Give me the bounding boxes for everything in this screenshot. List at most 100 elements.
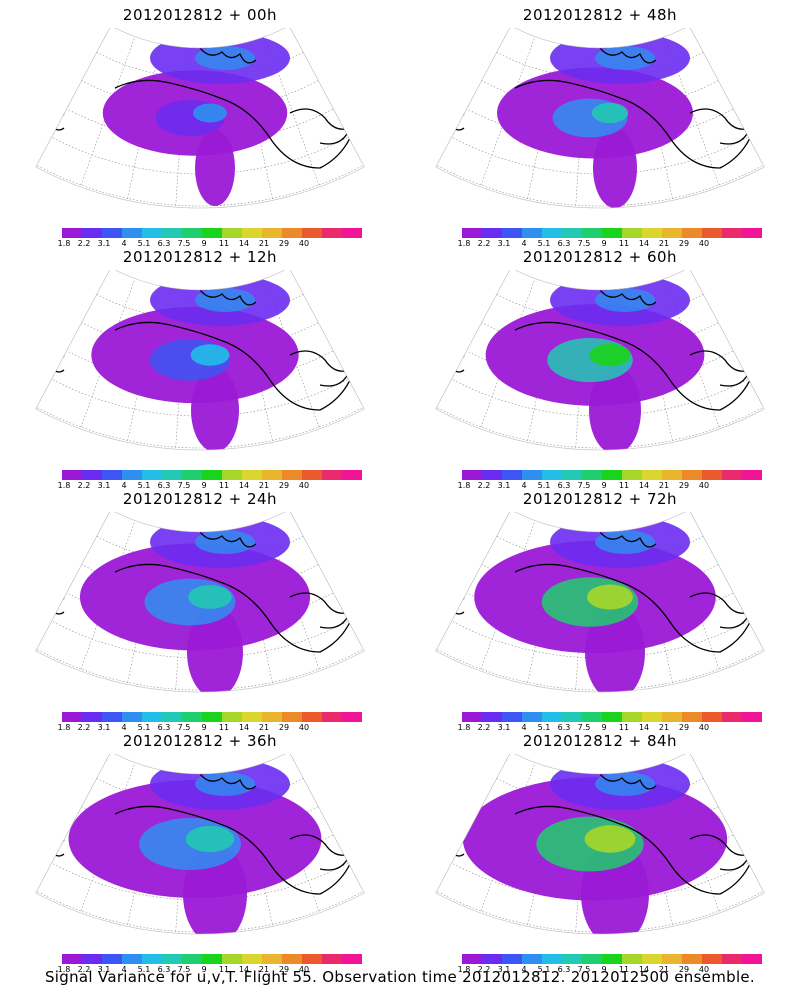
colorbar-tick-label: 14 xyxy=(638,481,650,490)
colorbar-tick-label: 9 xyxy=(601,965,607,974)
colorbar-tick-label: 1.8 xyxy=(457,723,471,732)
colorbar-swatch xyxy=(682,954,702,964)
colorbar-tick-label: 21 xyxy=(258,481,270,490)
colorbar-swatch xyxy=(522,228,542,238)
colorbar-tick-label: 21 xyxy=(658,481,670,490)
colorbar-swatch xyxy=(82,712,102,722)
colorbar-tick-label: 2.2 xyxy=(477,481,491,490)
map-view xyxy=(435,754,765,935)
colorbar-swatch xyxy=(522,712,542,722)
colorbar xyxy=(62,470,362,480)
colorbar-tick-label: 1.8 xyxy=(57,239,71,248)
colorbar-swatch xyxy=(602,228,622,238)
colorbar-swatch xyxy=(342,228,362,238)
map-view xyxy=(35,754,365,935)
colorbar-tick-label: 6.3 xyxy=(557,965,571,974)
colorbar-tick-label: 40 xyxy=(698,481,710,490)
colorbar-swatch xyxy=(682,712,702,722)
colorbar-swatch xyxy=(542,712,562,722)
colorbar-tick-label: 4 xyxy=(521,239,527,248)
colorbar-tick-label: 7.5 xyxy=(577,481,591,490)
colorbar xyxy=(62,228,362,238)
colorbar-tick-label: 4 xyxy=(521,723,527,732)
colorbar-swatch xyxy=(82,470,102,480)
colorbar-swatch xyxy=(162,712,182,722)
colorbar-tick-label: 11 xyxy=(618,965,630,974)
colorbar-swatch xyxy=(222,712,242,722)
colorbar-swatch xyxy=(722,228,742,238)
colorbar-tick-label: 21 xyxy=(658,723,670,732)
colorbar-tick-label: 3.1 xyxy=(497,723,511,732)
colorbar-swatch xyxy=(182,954,202,964)
colorbar-swatch xyxy=(582,228,602,238)
colorbar-tick-label: 7.5 xyxy=(577,965,591,974)
colorbar xyxy=(62,954,362,964)
colorbar-tick-label: 3.1 xyxy=(97,239,111,248)
colorbar-ticks: 1.8 2.2 3.1 4 5.1 6.3 7.5 9 11 14 21 29 40 xyxy=(58,965,362,975)
panel-title: 2012012812 + 00h xyxy=(122,6,278,24)
colorbar-tick-label: 11 xyxy=(618,239,630,248)
colorbar-tick-label: 9 xyxy=(601,481,607,490)
colorbar-swatch xyxy=(742,712,762,722)
colorbar-tick-label: 1.8 xyxy=(57,723,71,732)
colorbar-swatch xyxy=(102,954,122,964)
colorbar-ticks: 1.8 2.2 3.1 4 5.1 6.3 7.5 9 11 14 21 29 40 xyxy=(458,239,762,249)
colorbar-swatch xyxy=(202,228,222,238)
colorbar-tick-label: 6.3 xyxy=(557,481,571,490)
colorbar-swatch xyxy=(262,470,282,480)
map-view xyxy=(35,28,365,209)
colorbar-swatch xyxy=(62,470,82,480)
map-view xyxy=(35,270,365,451)
colorbar-tick-label: 14 xyxy=(238,723,250,732)
colorbar-tick-label: 9 xyxy=(601,239,607,248)
colorbar-swatch xyxy=(202,712,222,722)
colorbar-tick-label: 5.1 xyxy=(537,723,551,732)
colorbar-tick-label: 29 xyxy=(278,723,290,732)
colorbar-swatch xyxy=(602,712,622,722)
colorbar-tick-label: 6.3 xyxy=(557,723,571,732)
colorbar-swatch xyxy=(482,470,502,480)
colorbar-swatch xyxy=(542,954,562,964)
colorbar-swatch xyxy=(642,954,662,964)
colorbar-tick-label: 7.5 xyxy=(177,723,191,732)
colorbar-swatch xyxy=(262,712,282,722)
colorbar-tick-label: 40 xyxy=(698,723,710,732)
colorbar-tick-label: 5.1 xyxy=(137,239,151,248)
colorbar-tick-label: 5.1 xyxy=(537,481,551,490)
colorbar-ticks: 1.8 2.2 3.1 4 5.1 6.3 7.5 9 11 14 21 29 40 xyxy=(58,723,362,733)
colorbar-tick-label: 40 xyxy=(698,965,710,974)
colorbar-swatch xyxy=(682,228,702,238)
figure-caption: Signal Variance for u,v,T. Flight 55. Ob… xyxy=(44,968,756,986)
colorbar-swatch xyxy=(602,470,622,480)
colorbar-swatch xyxy=(62,228,82,238)
colorbar-tick-label: 7.5 xyxy=(577,723,591,732)
colorbar-tick-label: 11 xyxy=(218,481,230,490)
colorbar-tick-label: 5.1 xyxy=(137,481,151,490)
colorbar-swatch xyxy=(342,712,362,722)
colorbar-tick-label: 6.3 xyxy=(157,481,171,490)
colorbar-swatch xyxy=(102,470,122,480)
colorbar-tick-label: 40 xyxy=(298,723,310,732)
colorbar-tick-label: 9 xyxy=(201,239,207,248)
colorbar-tick-label: 3.1 xyxy=(97,481,111,490)
colorbar-tick-label: 2.2 xyxy=(77,239,91,248)
colorbar-swatch xyxy=(582,712,602,722)
colorbar-swatch xyxy=(222,470,242,480)
colorbar-swatch xyxy=(582,954,602,964)
colorbar-swatch xyxy=(562,228,582,238)
colorbar-swatch xyxy=(702,470,722,480)
colorbar-swatch xyxy=(122,954,142,964)
colorbar-tick-label: 9 xyxy=(201,481,207,490)
colorbar-ticks: 1.8 2.2 3.1 4 5.1 6.3 7.5 9 11 14 21 29 40 xyxy=(458,481,762,491)
colorbar-tick-label: 1.8 xyxy=(57,481,71,490)
colorbar-swatch xyxy=(282,228,302,238)
colorbar-swatch xyxy=(562,712,582,722)
colorbar-tick-label: 4 xyxy=(121,965,127,974)
colorbar-swatch xyxy=(62,712,82,722)
variance-field xyxy=(485,274,705,451)
colorbar-swatch xyxy=(522,470,542,480)
colorbar-tick-label: 29 xyxy=(678,723,690,732)
colorbar-tick-label: 9 xyxy=(201,965,207,974)
colorbar-tick-label: 4 xyxy=(121,481,127,490)
colorbar-tick-label: 14 xyxy=(238,481,250,490)
